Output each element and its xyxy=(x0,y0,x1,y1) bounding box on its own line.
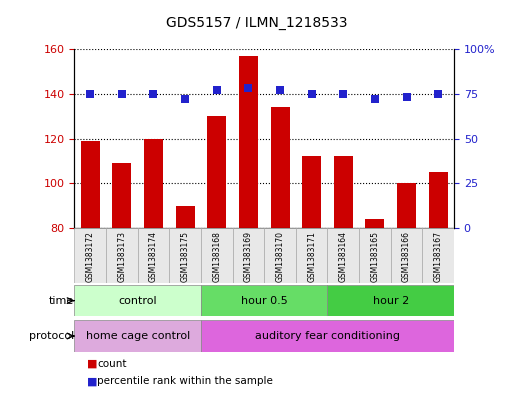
Bar xyxy=(239,56,258,228)
Bar xyxy=(207,116,226,228)
Bar xyxy=(144,138,163,228)
Point xyxy=(434,91,442,97)
Text: GDS5157 / ILMN_1218533: GDS5157 / ILMN_1218533 xyxy=(166,16,347,30)
Text: percentile rank within the sample: percentile rank within the sample xyxy=(97,376,273,386)
Text: time: time xyxy=(49,296,74,306)
Point xyxy=(371,96,379,102)
Text: hour 0.5: hour 0.5 xyxy=(241,296,288,306)
Bar xyxy=(334,156,353,228)
Point xyxy=(244,85,252,92)
Bar xyxy=(359,228,391,283)
Bar xyxy=(201,320,454,352)
Bar xyxy=(74,228,106,283)
Text: GSM1383173: GSM1383173 xyxy=(117,231,126,282)
Bar xyxy=(296,228,327,283)
Text: home cage control: home cage control xyxy=(86,331,190,341)
Bar xyxy=(81,141,100,228)
Bar xyxy=(270,107,289,228)
Bar xyxy=(169,228,201,283)
Bar xyxy=(264,228,296,283)
Text: control: control xyxy=(119,296,157,306)
Bar xyxy=(74,320,201,352)
Point xyxy=(339,91,347,97)
Bar xyxy=(391,228,422,283)
Text: protocol: protocol xyxy=(29,331,74,341)
Bar xyxy=(232,228,264,283)
Bar xyxy=(112,163,131,228)
Text: count: count xyxy=(97,358,127,369)
Text: GSM1383168: GSM1383168 xyxy=(212,231,221,281)
Text: GSM1383172: GSM1383172 xyxy=(86,231,95,281)
Point xyxy=(402,94,410,101)
Point xyxy=(212,87,221,94)
Bar xyxy=(201,228,232,283)
Text: ■: ■ xyxy=(87,376,97,386)
Text: GSM1383169: GSM1383169 xyxy=(244,231,253,282)
Text: GSM1383174: GSM1383174 xyxy=(149,231,158,282)
Point xyxy=(307,91,315,97)
Text: GSM1383165: GSM1383165 xyxy=(370,231,380,282)
Text: GSM1383164: GSM1383164 xyxy=(339,231,348,282)
Text: GSM1383166: GSM1383166 xyxy=(402,231,411,282)
Text: GSM1383170: GSM1383170 xyxy=(275,231,285,282)
Text: hour 2: hour 2 xyxy=(372,296,409,306)
Point xyxy=(117,91,126,97)
Text: GSM1383171: GSM1383171 xyxy=(307,231,316,281)
Bar xyxy=(397,183,416,228)
Bar xyxy=(327,285,454,316)
Text: auditory fear conditioning: auditory fear conditioning xyxy=(255,331,400,341)
Point xyxy=(276,87,284,94)
Text: GSM1383175: GSM1383175 xyxy=(181,231,190,282)
Bar xyxy=(422,228,454,283)
Bar xyxy=(175,206,194,228)
Bar xyxy=(137,228,169,283)
Bar xyxy=(106,228,137,283)
Text: GSM1383167: GSM1383167 xyxy=(433,231,443,282)
Bar xyxy=(327,228,359,283)
Bar xyxy=(365,219,384,228)
Bar xyxy=(74,285,201,316)
Bar xyxy=(201,285,327,316)
Point xyxy=(181,96,189,102)
Text: ■: ■ xyxy=(87,358,97,369)
Bar xyxy=(302,156,321,228)
Point xyxy=(149,91,157,97)
Point xyxy=(86,91,94,97)
Bar xyxy=(429,172,448,228)
